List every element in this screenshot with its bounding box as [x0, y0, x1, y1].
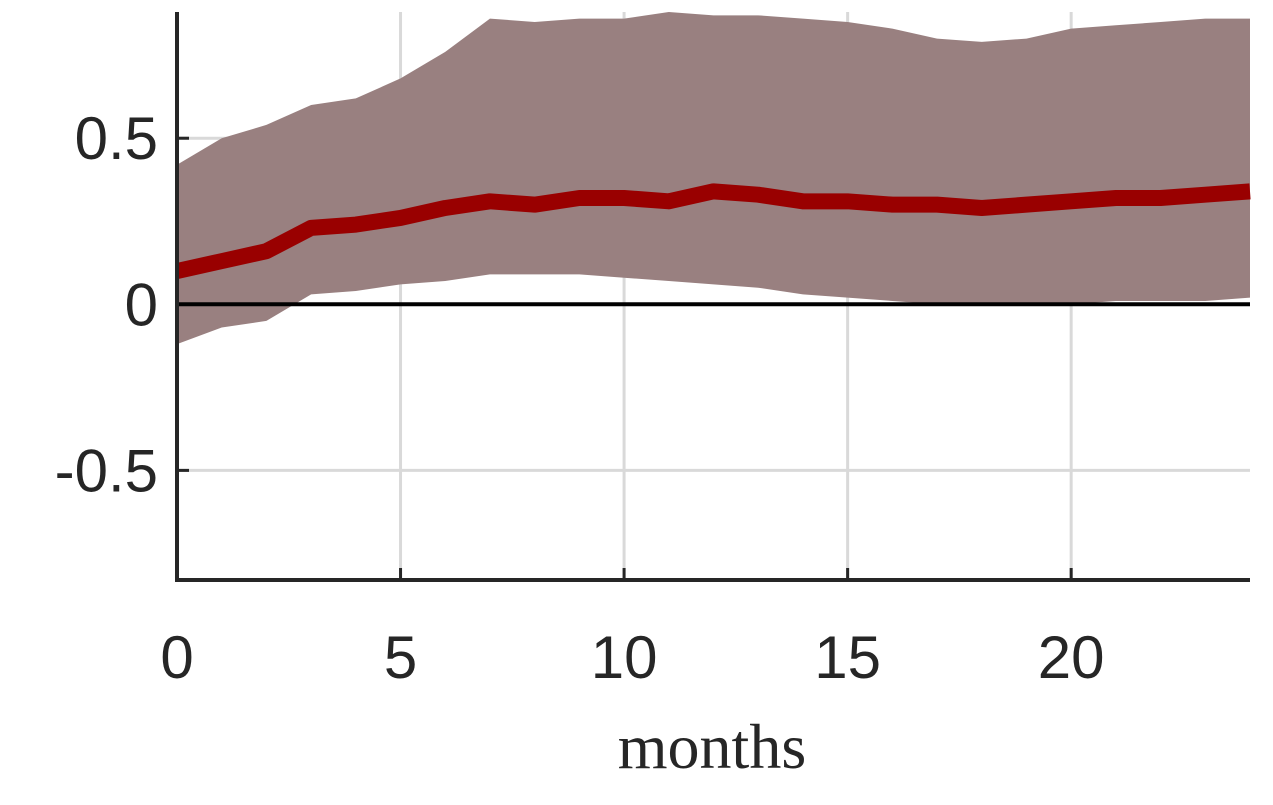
- x-axis-label: months: [618, 711, 806, 782]
- x-tick-label: 20: [1038, 624, 1105, 691]
- y-tick-label: -0.5: [55, 437, 158, 504]
- y-tick-labels: -0.5 0 0.5: [55, 105, 158, 504]
- confidence-band: [177, 12, 1250, 345]
- x-tick-label: 10: [591, 624, 658, 691]
- x-tick-label: 15: [814, 624, 881, 691]
- series-line-0: [175, 183, 1251, 279]
- x-tick-marks: [175, 568, 1073, 580]
- y-tick-label: 0: [125, 271, 158, 338]
- x-tick-labels: 0 5 10 15 20: [160, 624, 1104, 691]
- x-tick-label: 5: [384, 624, 417, 691]
- y-tick-label: 0.5: [75, 105, 158, 172]
- x-tick-label: 0: [160, 624, 193, 691]
